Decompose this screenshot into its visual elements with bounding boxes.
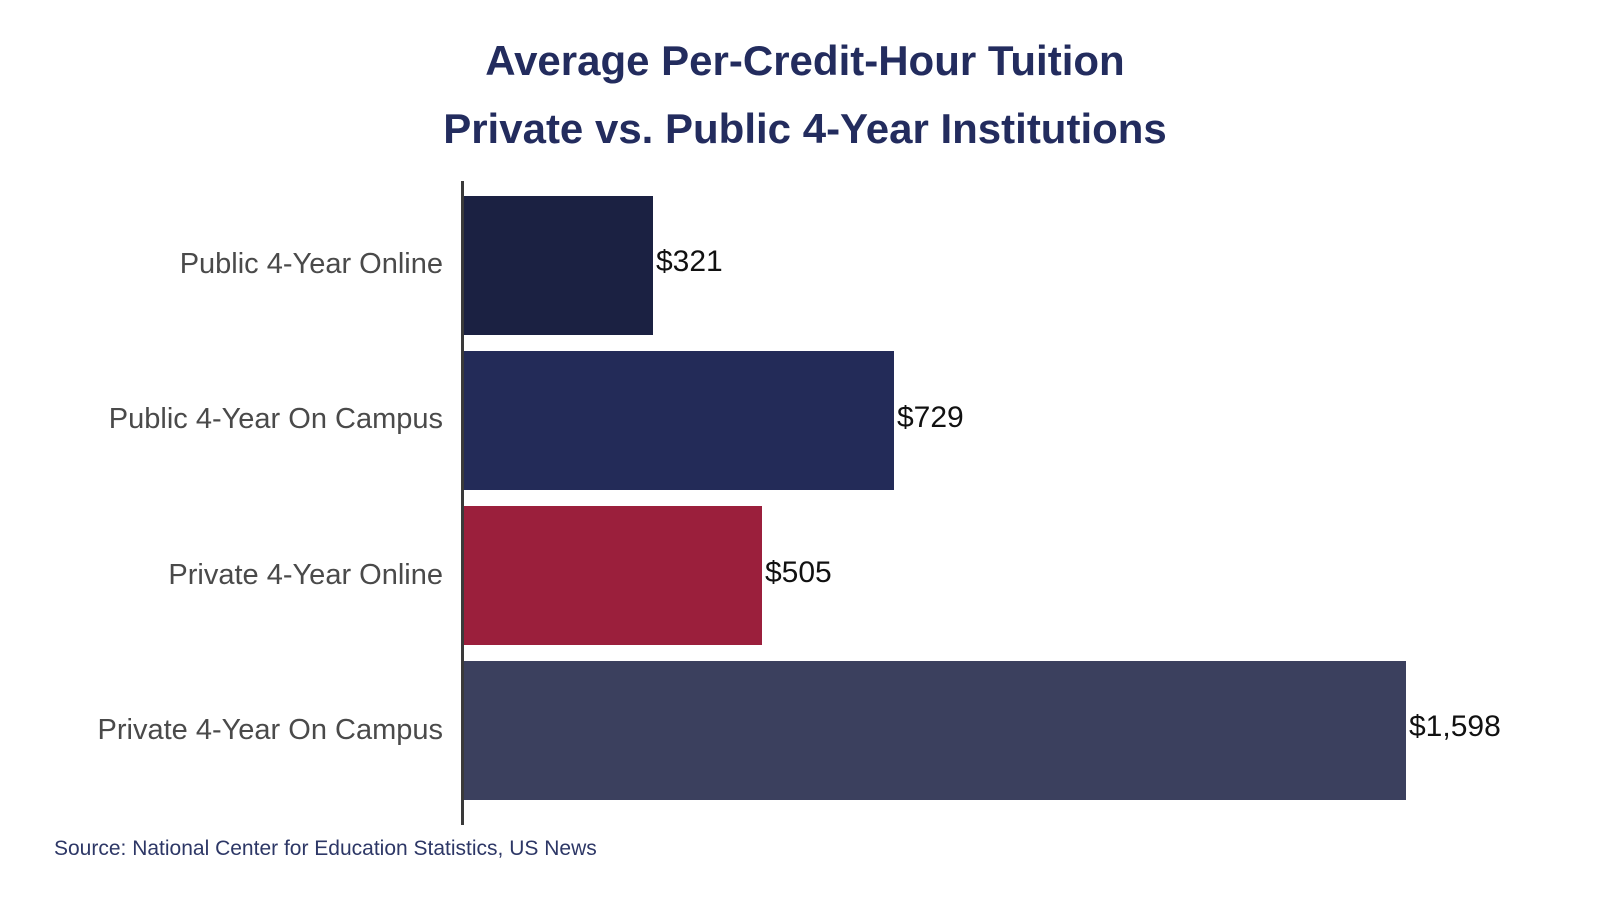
y-axis-line bbox=[461, 181, 464, 825]
bar-private-online bbox=[464, 506, 762, 645]
bar-public-on-campus bbox=[464, 351, 894, 490]
value-label: $505 bbox=[765, 556, 832, 589]
value-label: $1,598 bbox=[1409, 710, 1501, 743]
category-label: Public 4-Year Online bbox=[179, 248, 443, 280]
category-label: Private 4-Year Online bbox=[168, 559, 443, 591]
value-label: $729 bbox=[897, 401, 964, 434]
bar-public-online bbox=[464, 196, 653, 335]
value-label: $321 bbox=[656, 245, 723, 278]
source-note: Source: National Center for Education St… bbox=[54, 837, 597, 860]
chart-subtitle: Private vs. Public 4-Year Institutions bbox=[443, 105, 1167, 152]
category-label: Public 4-Year On Campus bbox=[108, 403, 443, 435]
bar-private-on-campus bbox=[464, 661, 1406, 800]
chart-title: Average Per-Credit-Hour Tuition bbox=[485, 37, 1125, 84]
category-label: Private 4-Year On Campus bbox=[97, 714, 443, 746]
